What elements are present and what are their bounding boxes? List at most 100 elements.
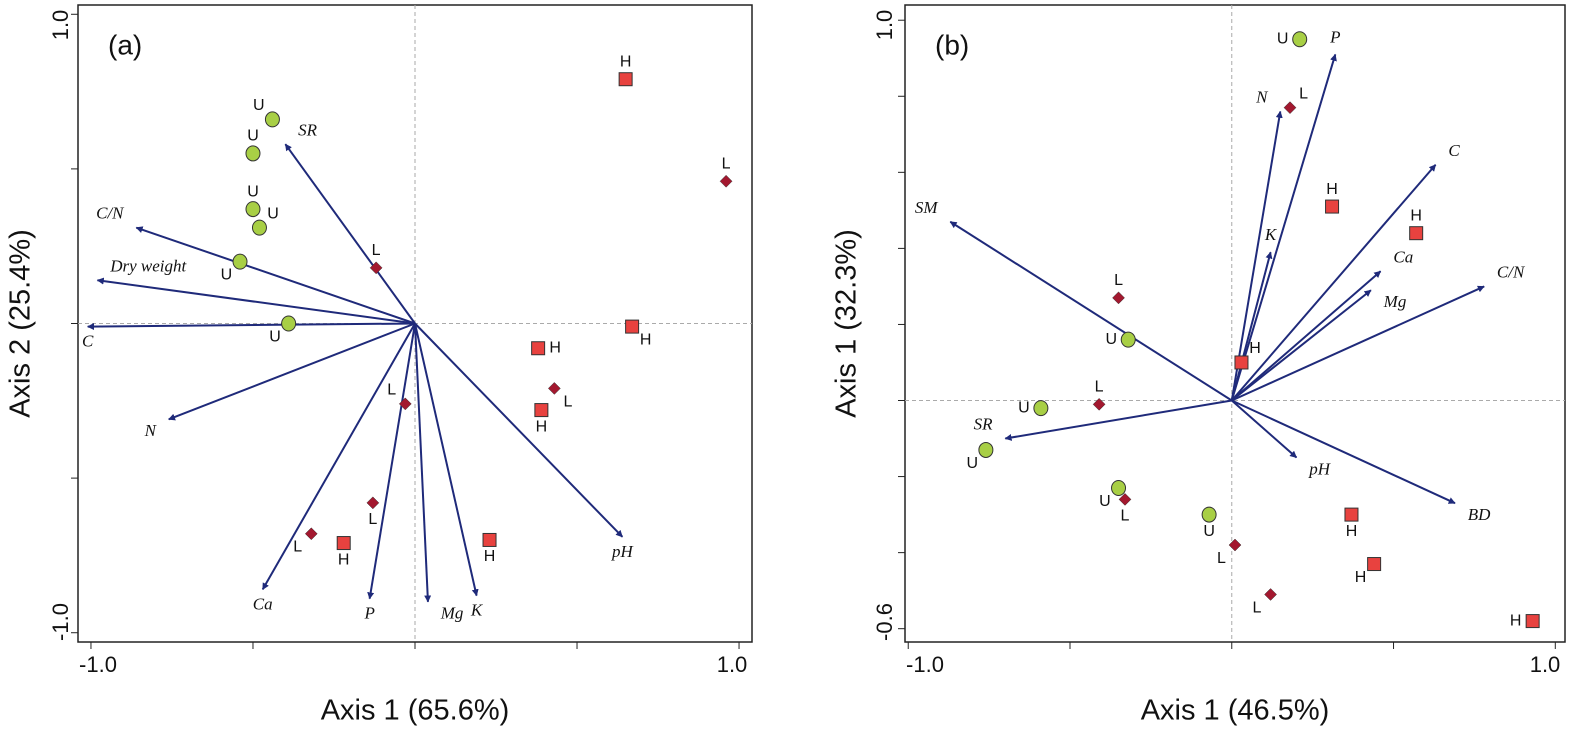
x-axis-title: Axis 1 (65.6%) — [321, 695, 510, 727]
panel: -1.0 1.0 -1.0 1.0 Axis 1 (65.6%) Axis 2 (25.4… — [5, 4, 753, 727]
panel-label: (a) — [108, 29, 142, 60]
point — [232, 253, 248, 270]
point — [245, 201, 261, 218]
vector-label: K — [1264, 225, 1278, 244]
vector-arrow — [1231, 270, 1382, 402]
vector-arrow — [168, 322, 416, 421]
y-tick-label: -0.6 — [872, 603, 897, 641]
point-label: L — [563, 393, 572, 410]
vector-label: C/N — [96, 204, 125, 223]
vector-label: SM — [915, 198, 939, 217]
x-tick-label: 1.0 — [1530, 652, 1561, 677]
vector-arrow — [414, 323, 432, 603]
point — [1367, 557, 1382, 572]
point-label: H — [1410, 207, 1422, 224]
point — [1201, 506, 1217, 523]
point — [1234, 355, 1249, 370]
vector-label: Ca — [1393, 247, 1413, 266]
vector-label: Mg — [440, 604, 464, 623]
panel-label: (b) — [935, 29, 969, 60]
vector-label: C — [1448, 141, 1460, 160]
y-tick-label: 1.0 — [872, 10, 897, 41]
point-label: H — [484, 548, 496, 565]
vector-label: N — [144, 421, 158, 440]
point-label: H — [640, 331, 652, 348]
y-axis-title: Axis 2 (25.4%) — [5, 229, 37, 418]
point-label: L — [1114, 272, 1123, 289]
vector-label: SR — [298, 120, 318, 139]
plot-frame — [904, 4, 1566, 643]
y-tick-label: 1.0 — [48, 10, 73, 41]
vector-label: P — [1329, 27, 1340, 46]
vector-label: Dry weight — [109, 256, 187, 275]
point-label: H — [1249, 340, 1261, 357]
point-label: L — [1299, 85, 1308, 102]
x-axis-title: Axis 1 (46.5%) — [1141, 695, 1330, 727]
point — [1112, 291, 1125, 305]
vector-arrow — [261, 323, 416, 591]
vector-label: C — [82, 331, 94, 350]
point — [1264, 588, 1277, 601]
point — [251, 219, 267, 236]
point — [281, 315, 297, 332]
point-label: L — [372, 242, 381, 259]
vector-arrow — [414, 322, 624, 538]
point-label: H — [1326, 181, 1338, 198]
vector-arrow — [87, 322, 416, 331]
point-label: H — [1346, 523, 1358, 540]
vector-label: K — [470, 601, 484, 620]
point-label: L — [1095, 379, 1104, 396]
point — [625, 319, 640, 334]
point-label: L — [368, 511, 377, 528]
point-label: U — [253, 97, 265, 114]
point-label: H — [536, 418, 548, 435]
point-label: H — [620, 53, 632, 70]
vector-label: C/N — [1497, 263, 1526, 282]
vector-arrow — [367, 323, 416, 600]
point — [1283, 101, 1297, 115]
point — [1292, 31, 1308, 48]
vector-arrow — [135, 226, 416, 325]
point-label: U — [267, 205, 279, 222]
vector-label: pH — [611, 542, 635, 561]
point — [482, 532, 497, 547]
panel: -1.0 1.0 -0.6 1.0 Axis 1 (46.5%) Axis 1 (32.3… — [831, 4, 1566, 727]
point-label: U — [221, 266, 233, 283]
point-label: L — [1121, 508, 1130, 525]
point-label: U — [967, 455, 979, 472]
point — [1228, 538, 1242, 552]
point-label: U — [1277, 30, 1289, 47]
point-label: U — [269, 328, 281, 345]
vector-arrow — [1004, 399, 1232, 441]
vector-label: Ca — [253, 594, 273, 613]
point-label: H — [1510, 612, 1522, 629]
point — [719, 174, 733, 188]
vector-label: pH — [1308, 459, 1332, 478]
point-label: U — [1105, 331, 1117, 348]
point — [1111, 479, 1127, 496]
vector-arrow — [1231, 164, 1437, 402]
point — [534, 403, 549, 418]
point — [336, 536, 351, 551]
point-label: L — [1217, 550, 1226, 567]
point-label: L — [387, 382, 396, 399]
point-label: L — [293, 539, 302, 556]
point-label: H — [1355, 569, 1367, 586]
vector-arrow — [949, 220, 1233, 402]
point — [304, 527, 318, 541]
point — [1118, 493, 1132, 506]
vector-arrow — [1230, 251, 1273, 401]
point — [1525, 614, 1540, 629]
vector-label: SR — [974, 415, 994, 434]
vector-label: BD — [1468, 505, 1491, 524]
vector-arrow — [96, 277, 416, 325]
point-label: U — [247, 128, 259, 145]
point — [264, 111, 280, 128]
vector-label: Mg — [1383, 292, 1407, 311]
x-tick-label: 1.0 — [717, 652, 748, 677]
vector-arrow — [1231, 289, 1372, 402]
point — [1409, 226, 1424, 241]
point — [1325, 199, 1340, 214]
point-label: U — [1018, 399, 1030, 416]
